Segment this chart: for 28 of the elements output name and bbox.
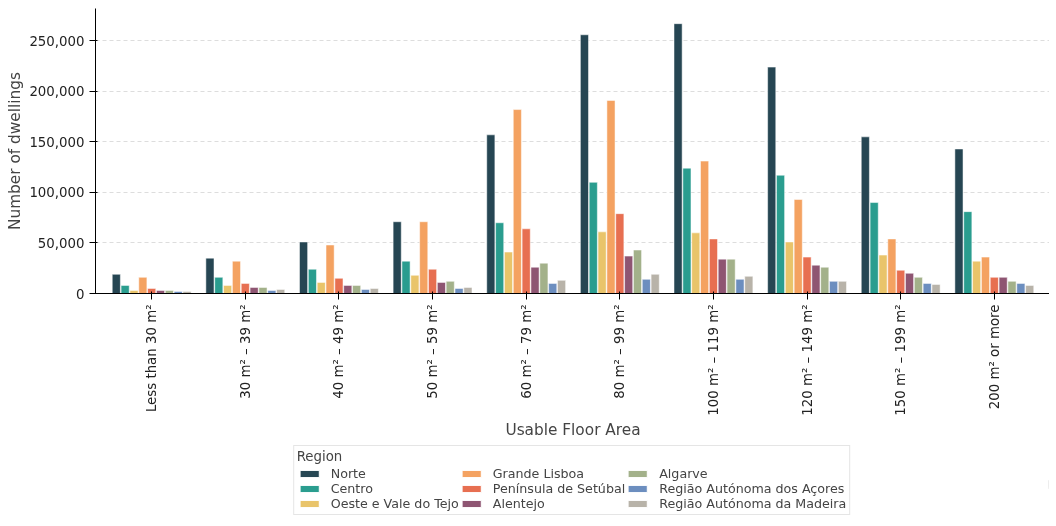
legend-label: Alentejo [492,496,545,511]
legend-label: Centro [330,481,373,496]
y-axis-title: Number of dwellings [6,71,25,230]
legend-label: Península de Setúbal [492,481,626,496]
x-tick-label: 60 m² – 79 m² [518,304,534,399]
legend-label: Grande Lisboa [492,466,585,481]
x-tick-label: 30 m² – 39 m² [237,304,253,399]
x-tick-label: Less than 30 m² [144,304,160,413]
legend-label: Algarve [659,466,708,481]
x-tick-label: 100 m² – 119 m² [705,304,721,416]
y-tick-label: 150,000 [29,134,85,150]
legend-label: Região Autónoma dos Açores [659,481,845,496]
x-tick-label: 40 m² – 49 m² [331,304,347,399]
legend-label: Região Autónoma da Madeira [659,496,847,511]
y-tick-label: 200,000 [29,84,85,100]
y-tick-label: 250,000 [29,33,85,49]
x-tick-label: 120 m² – 149 m² [799,304,815,416]
y-tick-label: 0 [76,286,85,302]
legend-label: Norte [330,466,366,481]
legend-title: Region [296,449,344,464]
legend-label: Oeste e Vale do Tejo [330,496,459,511]
x-tick-label: 150 m² – 199 m² [893,304,909,416]
y-tick-label: 100,000 [29,185,85,201]
y-tick-label: 50,000 [37,235,85,251]
x-tick-label: 200 m² or more [986,304,1002,410]
x-tick-label: 50 m² – 59 m² [425,304,441,399]
x-axis-title: Usable Floor Area [505,420,641,439]
x-tick-label: 80 m² – 99 m² [612,304,628,399]
